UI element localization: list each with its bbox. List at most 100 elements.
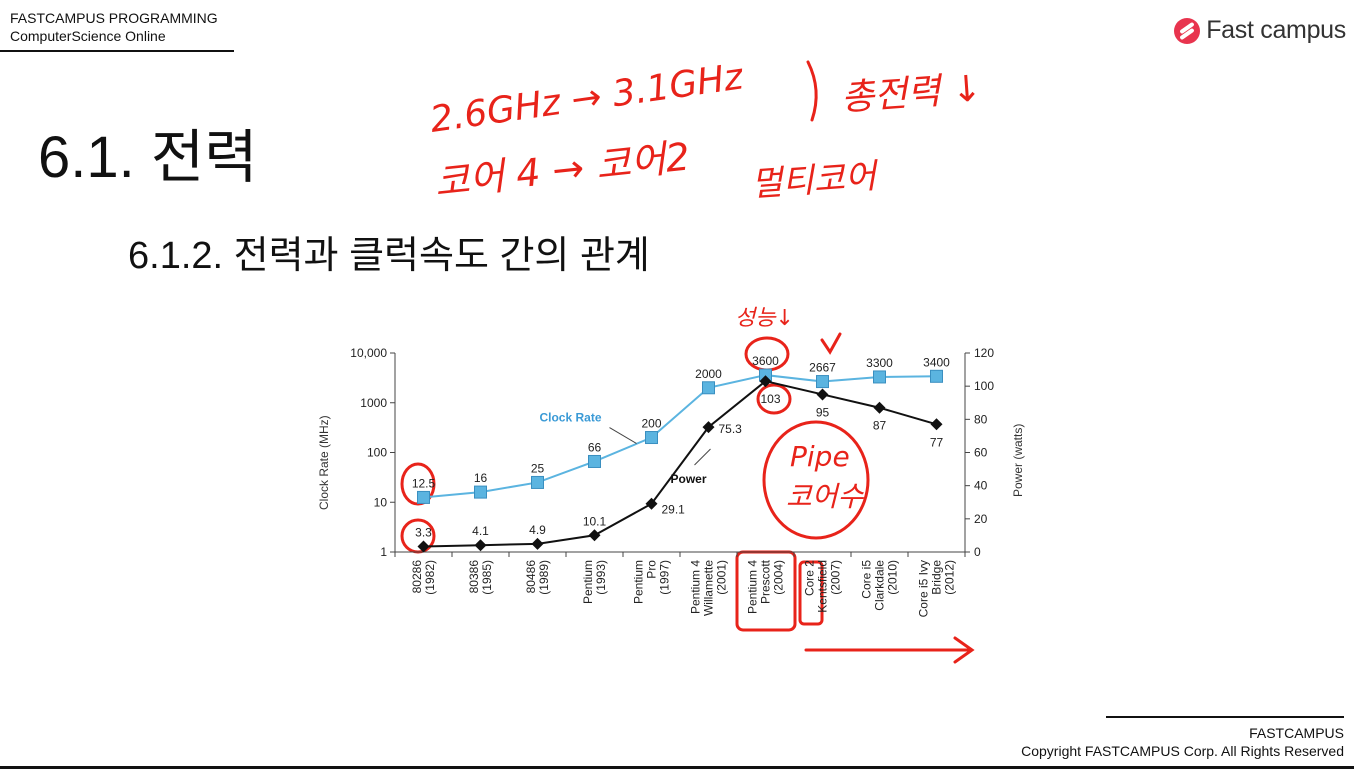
footer-rule: [1106, 716, 1344, 718]
x-category-line: Pentium: [581, 560, 595, 604]
x-category-label: Pentium 4 Prescott (2004): [746, 559, 786, 614]
x-category-label: Pentium (1993): [581, 560, 608, 604]
power-point: [645, 497, 658, 510]
power-data-label: 29.1: [662, 503, 686, 517]
y-tick-label: 1: [380, 545, 387, 559]
power-point: [474, 539, 487, 552]
annotation-clock-change: 2.6GHz → 3.1GHz: [428, 56, 747, 141]
power-point: [702, 421, 715, 434]
header-rule: [0, 50, 234, 52]
x-category-line: Clarkdale: [873, 560, 887, 611]
x-category-line: Willamette: [702, 560, 716, 616]
power-data-label: 3.3: [415, 526, 432, 540]
x-category-line: Core 2: [803, 560, 817, 596]
x-category-line: (1989): [537, 560, 551, 595]
chart-labels: 12.5 16 25 66 200 2000 3600 2667 3300 3400 3.3 4.1 4…: [412, 354, 950, 539]
x-category-line: Pentium: [632, 560, 646, 604]
power-point: [930, 418, 943, 431]
x-category-label: Core 2 Kentsfield (2007): [803, 560, 843, 613]
annotation-total-power: 총전력 ↓: [840, 68, 983, 119]
x-category-line: (2001): [715, 560, 729, 595]
power-leader: [694, 448, 711, 466]
y-tick-label: 10: [374, 495, 388, 509]
power-point: [759, 375, 772, 388]
x-category-line: Kentsfield: [816, 560, 830, 613]
fastcampus-logo-icon: [1174, 17, 1201, 44]
y2-tick-label: 120: [974, 346, 994, 360]
y2-tick-label: 20: [974, 512, 988, 526]
annotation-arrow-bottom: [804, 636, 975, 664]
clock-rate-point: [702, 381, 715, 395]
x-category-line: (2004): [772, 560, 786, 595]
x-category-line: Bridge: [930, 560, 944, 595]
header-line-1: FASTCAMPUS PROGRAMMING: [10, 10, 218, 26]
power-data-label: 10.1: [583, 514, 607, 528]
clock-rate-data-label: 3600: [752, 354, 779, 368]
power-data-label: 4.9: [529, 523, 546, 537]
clock-rate-data-label: 3400: [923, 355, 950, 369]
chart-series: [417, 368, 943, 553]
clock-rate-data-label: 16: [474, 471, 488, 485]
y-tick-label: 100: [367, 446, 387, 460]
power-data-label: 103: [760, 392, 780, 406]
x-category-label: Core i5 Ivy Bridge (2012): [917, 560, 957, 618]
power-data-label: 75.3: [719, 422, 743, 436]
power-point: [417, 540, 430, 553]
power-series-label: Power: [670, 472, 706, 486]
clock-rate-point: [474, 485, 487, 499]
footer: FASTCAMPUS Copyright FASTCAMPUS Corp. Al…: [1021, 724, 1344, 760]
power-data-label: 77: [930, 435, 944, 449]
clock-rate-point: [873, 370, 886, 384]
clock-rate-series-label: Clock Rate: [539, 411, 601, 425]
clock-rate-data-label: 200: [641, 417, 661, 431]
footer-brand: FASTCAMPUS: [1249, 725, 1344, 741]
y-tick-label: 1000: [360, 396, 387, 410]
header-brand: FASTCAMPUS PROGRAMMING ComputerScience O…: [10, 9, 218, 45]
logo-text: Fast campus: [1206, 16, 1346, 44]
power-point: [873, 401, 886, 414]
x-category-line: 80486: [524, 560, 538, 594]
clock-rate-point: [417, 490, 430, 504]
annotation-performance: 성능↓: [735, 306, 794, 331]
x-category-label: Core i5 Clarkdale (2010): [860, 560, 900, 611]
fastcampus-logo: Fast campus: [1174, 16, 1346, 45]
x-category-line: Core i5 Ivy: [917, 560, 931, 617]
clock-rate-point: [930, 369, 943, 383]
power-data-label: 4.1: [472, 524, 489, 538]
x-category-line: (1982): [423, 560, 437, 595]
clock-rate-data-label: 66: [588, 440, 602, 454]
clock-rate-point: [531, 475, 544, 489]
y-axis-label: Clock Rate (MHz): [317, 415, 331, 510]
x-category-line: (1993): [594, 560, 608, 595]
slide-title: 6.1. 전력: [38, 125, 258, 190]
header-line-2: ComputerScience Online: [10, 28, 166, 44]
bottom-bar: [0, 766, 1354, 769]
y2-axis-label: Power (watts): [1011, 424, 1025, 497]
x-category-label: Pentium Pro (1997): [632, 560, 672, 604]
x-category-line: (2010): [886, 560, 900, 595]
x-category-line: (2012): [943, 560, 957, 595]
x-category-line: Pentium 4: [689, 560, 703, 614]
clock-rate-leader: [609, 427, 637, 444]
clock-rate-data-label: 3300: [866, 356, 893, 370]
y2-tick-label: 80: [974, 412, 988, 426]
power-point: [588, 529, 601, 542]
y2-tick-label: 0: [974, 545, 981, 559]
x-category-line: (1985): [480, 560, 494, 595]
slide-subtitle: 6.1.2. 전력과 클럭속도 간의 관계: [128, 235, 650, 277]
x-category-label: Pentium 4 Willamette (2001): [689, 560, 729, 616]
x-category-label: 80486 (1989): [524, 560, 551, 595]
x-category-line: (2007): [829, 560, 843, 595]
y2-tick-label: 100: [974, 379, 994, 393]
x-category-label: 80386 (1985): [467, 560, 494, 595]
x-category-line: 80386: [467, 560, 481, 594]
y2-tick-label: 60: [974, 446, 988, 460]
clock-rate-data-label: 12.5: [412, 476, 436, 490]
x-category-line: (1997): [658, 560, 672, 595]
annotation-bracket: [806, 60, 818, 122]
clock-rate-point: [816, 375, 829, 389]
power-line: [423, 380, 937, 548]
clock-rate-point: [645, 431, 658, 445]
power-point: [816, 388, 829, 401]
